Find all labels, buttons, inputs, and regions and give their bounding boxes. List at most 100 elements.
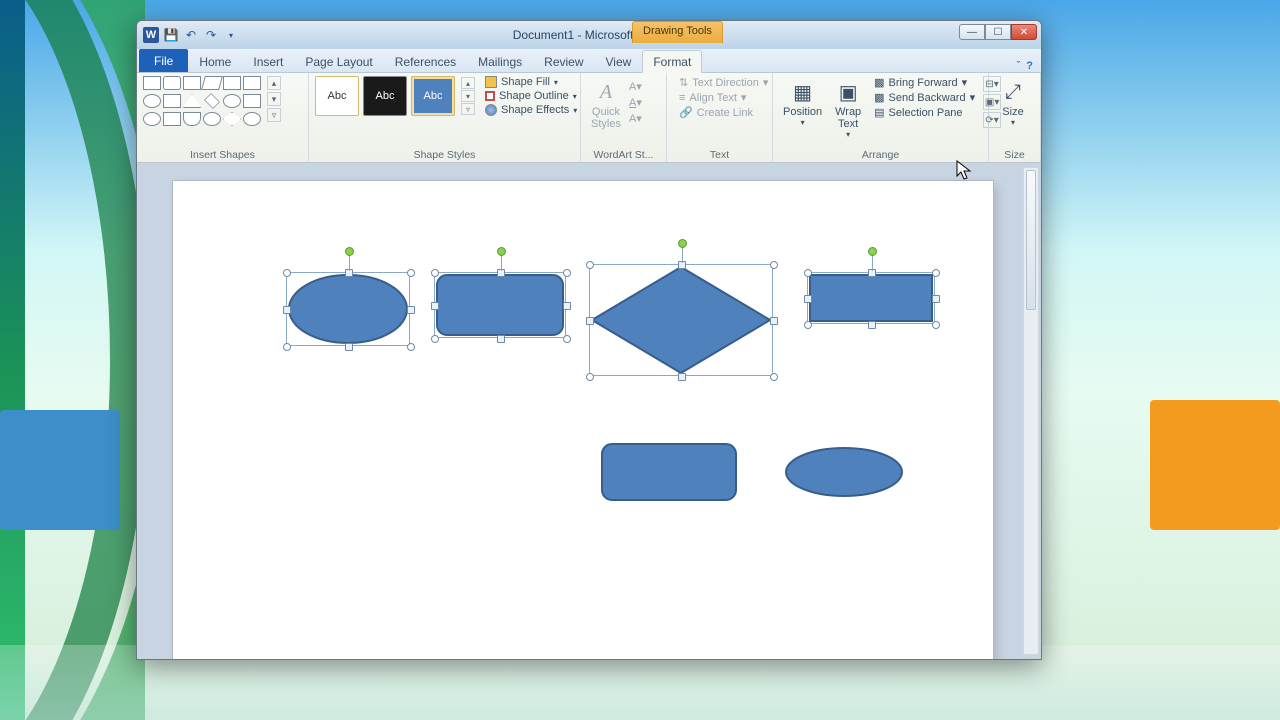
tab-file[interactable]: File (139, 49, 188, 72)
shapes-gallery-expand[interactable]: ▿ (267, 108, 281, 122)
resize-handle[interactable] (563, 269, 571, 277)
text-effects-icon[interactable]: A▾ (629, 112, 642, 125)
send-backward-button[interactable]: ▩ Send Backward ▾ (874, 91, 975, 104)
create-link-button[interactable]: 🔗 Create Link (679, 106, 768, 119)
selection-box[interactable] (286, 272, 410, 346)
minimize-button[interactable]: — (959, 24, 985, 40)
scrollbar-thumb[interactable] (1026, 170, 1036, 310)
text-direction-button[interactable]: ⇅ Text Direction ▾ (679, 76, 768, 89)
word-icon[interactable]: W (143, 27, 159, 43)
style-thumb-1[interactable]: Abc (315, 76, 359, 116)
bring-forward-button[interactable]: ▩ Bring Forward ▾ (874, 76, 975, 89)
resize-handle[interactable] (431, 269, 439, 277)
resize-handle[interactable] (283, 343, 291, 351)
document-area: ▢ (137, 163, 1041, 659)
resize-handle[interactable] (407, 306, 415, 314)
align-text-button[interactable]: ≡ Align Text ▾ (679, 91, 768, 104)
page[interactable] (173, 181, 993, 659)
resize-handle[interactable] (497, 335, 505, 343)
text-fill-icon[interactable]: A▾ (629, 80, 642, 93)
group-label-text: Text (673, 147, 766, 162)
group-label-arrange: Arrange (779, 147, 982, 162)
group-label-insert-shapes: Insert Shapes (143, 147, 302, 162)
resize-handle[interactable] (586, 261, 594, 269)
quick-access-toolbar: W 💾 ↶ ↷ ▾ (137, 27, 239, 43)
style-expand[interactable]: ▿ (461, 103, 475, 115)
tab-format[interactable]: Format (642, 50, 702, 73)
canvas-shape[interactable] (785, 447, 903, 497)
resize-handle[interactable] (563, 335, 571, 343)
undo-icon[interactable]: ↶ (183, 27, 199, 43)
tab-review[interactable]: Review (533, 50, 594, 72)
group-label-shape-styles: Shape Styles (315, 147, 574, 162)
shapes-more-up[interactable]: ▴ (267, 76, 281, 90)
ribbon: ▴ ▾ ▿ Insert Shapes Abc Abc Abc ▴▾▿ Shap… (137, 73, 1041, 163)
rotation-handle[interactable] (868, 247, 877, 256)
shape-effects-button[interactable]: Shape Effects ▾ (485, 104, 577, 116)
group-label-wordart: WordArt St... (587, 147, 660, 162)
resize-handle[interactable] (678, 373, 686, 381)
tab-insert[interactable]: Insert (242, 50, 294, 72)
resize-handle[interactable] (345, 343, 353, 351)
quick-styles-button[interactable]: A Quick Styles (587, 76, 625, 132)
tab-mailings[interactable]: Mailings (467, 50, 533, 72)
position-button[interactable]: ▦Position▾ (779, 76, 826, 129)
rotation-handle[interactable] (678, 239, 687, 248)
selection-box[interactable] (589, 264, 773, 376)
shape-style-gallery[interactable]: Abc Abc Abc ▴▾▿ (315, 76, 475, 116)
resize-handle[interactable] (431, 335, 439, 343)
style-thumb-2[interactable]: Abc (363, 76, 407, 116)
tab-references[interactable]: References (384, 50, 467, 72)
word-window: W 💾 ↶ ↷ ▾ Document1 - Microsoft Word Dra… (136, 20, 1042, 660)
redo-icon[interactable]: ↷ (203, 27, 219, 43)
resize-handle[interactable] (431, 302, 439, 310)
resize-handle[interactable] (932, 269, 940, 277)
style-scroll-down[interactable]: ▾ (461, 90, 475, 102)
resize-handle[interactable] (932, 321, 940, 329)
group-label-size: Size (995, 147, 1034, 162)
shapes-gallery[interactable] (143, 76, 261, 128)
help-icon[interactable]: ? (1026, 60, 1033, 72)
resize-handle[interactable] (407, 269, 415, 277)
canvas-shape[interactable] (601, 443, 737, 501)
resize-handle[interactable] (770, 261, 778, 269)
vertical-scrollbar[interactable] (1023, 167, 1039, 655)
resize-handle[interactable] (770, 373, 778, 381)
rotation-handle[interactable] (345, 247, 354, 256)
selection-box[interactable] (434, 272, 566, 338)
style-thumb-3[interactable]: Abc (411, 76, 455, 116)
text-outline-icon[interactable]: A▾ (629, 96, 642, 109)
tab-view[interactable]: View (595, 50, 643, 72)
resize-handle[interactable] (283, 269, 291, 277)
style-scroll-up[interactable]: ▴ (461, 77, 475, 89)
resize-handle[interactable] (770, 317, 778, 325)
resize-handle[interactable] (804, 295, 812, 303)
selection-pane-button[interactable]: ▤ Selection Pane (874, 106, 975, 119)
shapes-more-down[interactable]: ▾ (267, 92, 281, 106)
selection-box[interactable] (807, 272, 935, 324)
tab-page-layout[interactable]: Page Layout (294, 50, 383, 72)
resize-handle[interactable] (283, 306, 291, 314)
shape-outline-button[interactable]: Shape Outline ▾ (485, 90, 577, 102)
resize-handle[interactable] (586, 317, 594, 325)
save-icon[interactable]: 💾 (163, 27, 179, 43)
maximize-button[interactable]: ☐ (985, 24, 1011, 40)
resize-handle[interactable] (932, 295, 940, 303)
resize-handle[interactable] (407, 343, 415, 351)
resize-handle[interactable] (586, 373, 594, 381)
qat-more-icon[interactable]: ▾ (223, 27, 239, 43)
close-button[interactable]: ✕ (1011, 24, 1037, 40)
rotation-handle[interactable] (497, 247, 506, 256)
contextual-tab-title: Drawing Tools (632, 21, 723, 43)
resize-handle[interactable] (804, 269, 812, 277)
minimize-ribbon-icon[interactable]: ˇ (1017, 60, 1021, 72)
tab-home[interactable]: Home (188, 50, 242, 72)
resize-handle[interactable] (563, 302, 571, 310)
ribbon-tabs: File Home Insert Page Layout References … (137, 49, 1041, 73)
title-bar: W 💾 ↶ ↷ ▾ Document1 - Microsoft Word Dra… (137, 21, 1041, 49)
shape-fill-button[interactable]: Shape Fill ▾ (485, 76, 577, 88)
wrap-text-button[interactable]: ▣Wrap Text▾ (830, 76, 866, 141)
size-button[interactable]: ⤢Size▾ (995, 76, 1031, 129)
resize-handle[interactable] (868, 321, 876, 329)
resize-handle[interactable] (804, 321, 812, 329)
